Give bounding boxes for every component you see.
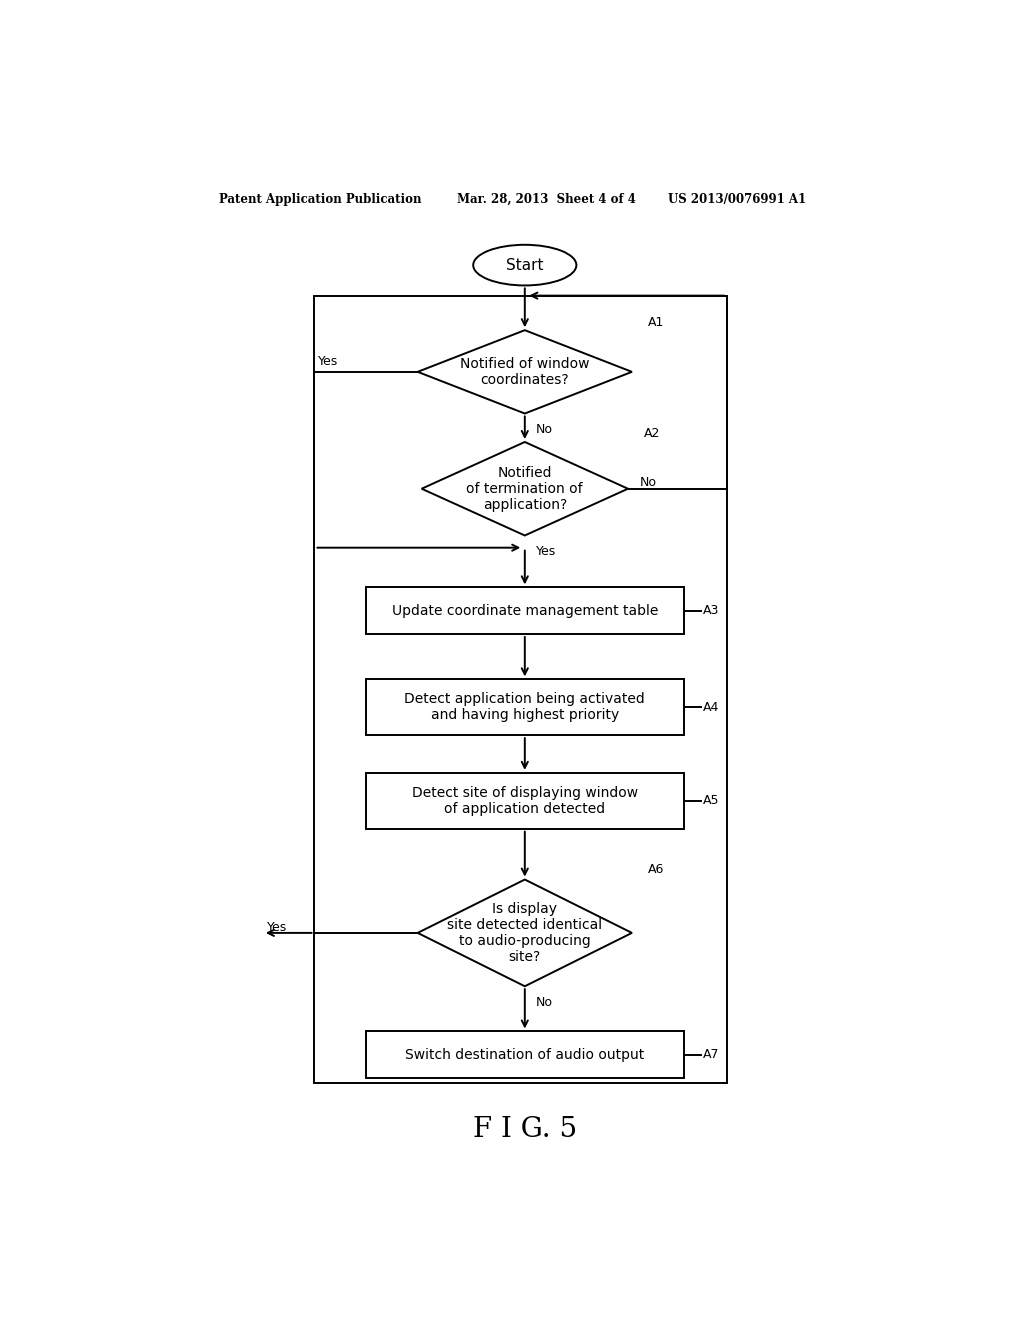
Text: Notified of window
coordinates?: Notified of window coordinates? [460, 356, 590, 387]
Text: No: No [640, 477, 656, 490]
Text: Detect application being activated
and having highest priority: Detect application being activated and h… [404, 692, 645, 722]
Text: Detect site of displaying window
of application detected: Detect site of displaying window of appl… [412, 785, 638, 816]
Text: Notified
of termination of
application?: Notified of termination of application? [467, 466, 583, 512]
Text: Yes: Yes [318, 355, 339, 368]
Text: Mar. 28, 2013  Sheet 4 of 4: Mar. 28, 2013 Sheet 4 of 4 [458, 193, 636, 206]
Text: A2: A2 [644, 428, 660, 441]
Bar [314, 296, 727, 1084]
Text: A3: A3 [703, 605, 720, 618]
Text: No: No [536, 997, 553, 1008]
Text: A6: A6 [648, 863, 665, 876]
Text: A4: A4 [703, 701, 720, 714]
Text: No: No [536, 424, 553, 437]
Text: Switch destination of audio output: Switch destination of audio output [406, 1048, 644, 1061]
Text: F I G. 5: F I G. 5 [473, 1115, 577, 1143]
Text: A7: A7 [703, 1048, 720, 1061]
Bar [367, 587, 684, 634]
Text: Update coordinate management table: Update coordinate management table [391, 603, 658, 618]
Text: Patent Application Publication: Patent Application Publication [219, 193, 422, 206]
Text: A1: A1 [648, 315, 665, 329]
Bar [367, 1031, 684, 1078]
Text: Is display
site detected identical
to audio-producing
site?: Is display site detected identical to au… [447, 902, 602, 964]
Bar [367, 772, 684, 829]
Text: Yes: Yes [536, 545, 556, 558]
Text: US 2013/0076991 A1: US 2013/0076991 A1 [668, 193, 806, 206]
Text: Start: Start [506, 257, 544, 273]
Text: Yes: Yes [267, 921, 287, 935]
Bar [367, 680, 684, 735]
Text: A5: A5 [703, 795, 720, 808]
